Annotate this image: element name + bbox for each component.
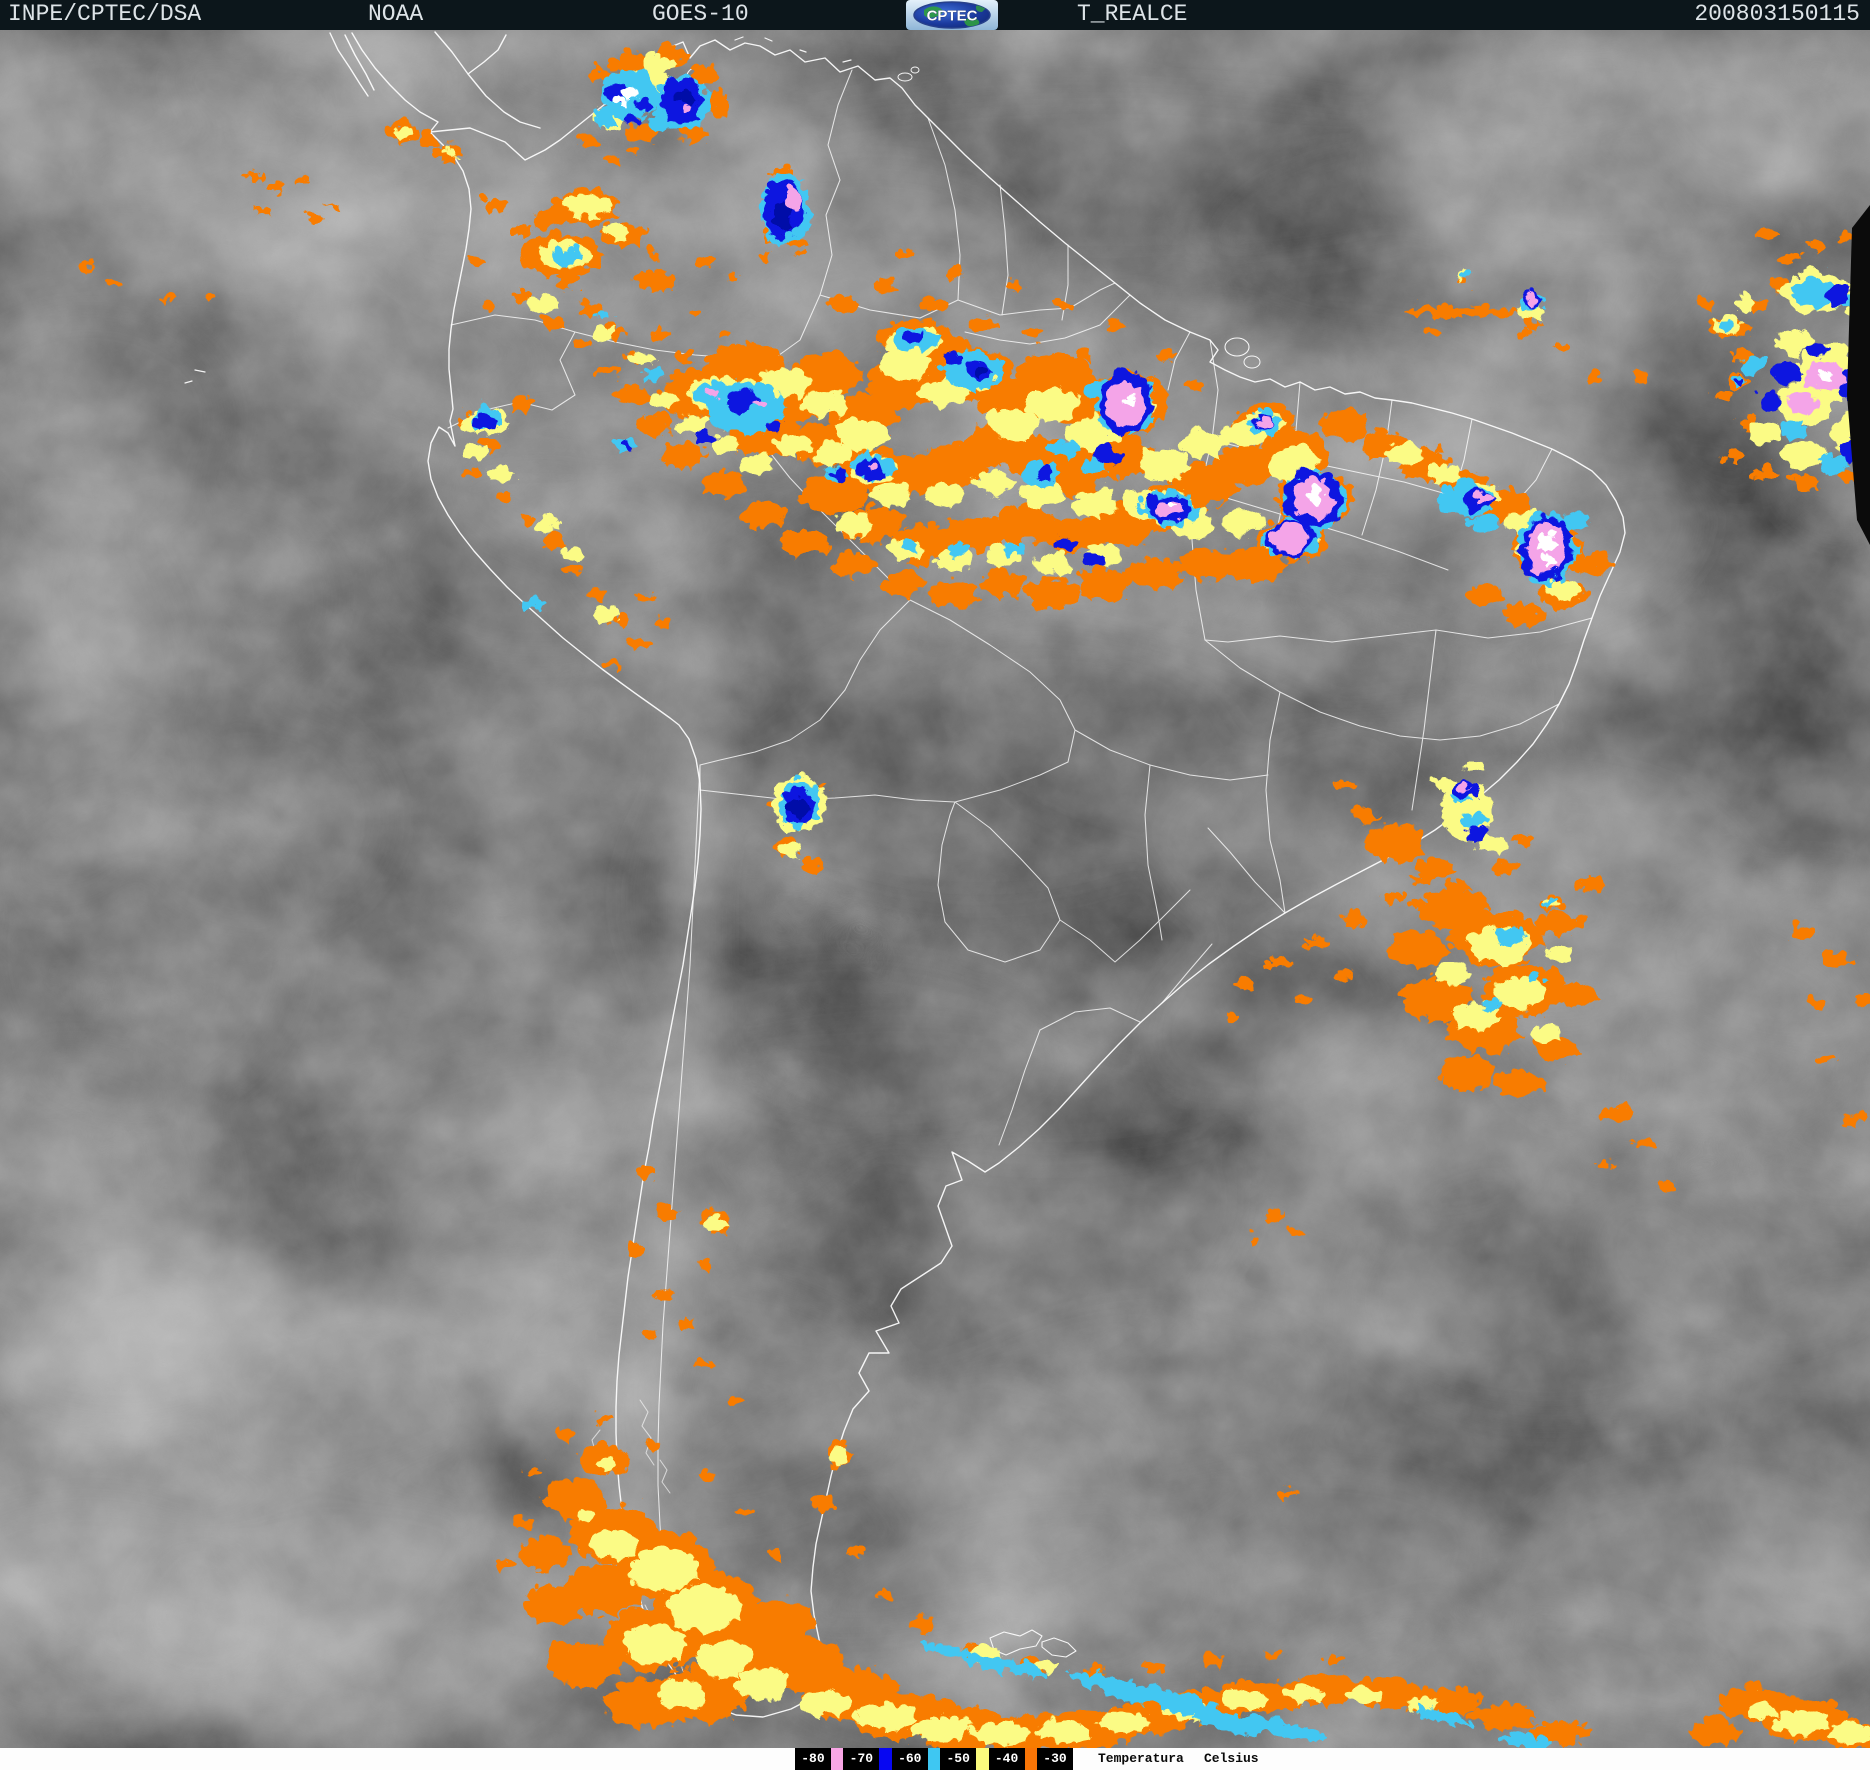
legend-swatch bbox=[927, 1748, 941, 1770]
legend-label: -40 bbox=[988, 1748, 1025, 1770]
marajo-island-outline bbox=[1224, 337, 1250, 357]
coastline-south-america bbox=[184, 31, 1626, 1718]
legend-swatch bbox=[976, 1748, 989, 1770]
product-label: T_REALCE bbox=[1077, 1, 1188, 27]
temperature-legend: -80 -70 -60 -50 -40 -30 bbox=[795, 1748, 1073, 1770]
legend-swatch bbox=[830, 1748, 844, 1770]
storm-cells-white bbox=[613, 81, 1828, 562]
legend-swatch bbox=[1024, 1748, 1038, 1770]
datetime-label: 200803150115 bbox=[1694, 1, 1860, 27]
legend-label: -70 bbox=[843, 1748, 880, 1770]
cloud-grain-texture bbox=[0, 30, 1870, 1748]
satellite-image bbox=[0, 30, 1870, 1748]
agency-label: NOAA bbox=[368, 1, 424, 27]
legend-label: -80 bbox=[795, 1748, 831, 1770]
small-islands bbox=[184, 36, 852, 384]
coastline-central-america bbox=[351, 32, 439, 133]
scan-data-gap bbox=[1847, 205, 1870, 545]
storm-cells-layer bbox=[76, 43, 1870, 1748]
legend-label: -50 bbox=[940, 1748, 977, 1770]
footer-bar: -80 -70 -60 -50 -40 -30 Temperatura Celsius bbox=[0, 1748, 1870, 1770]
temperature-label: Temperatura bbox=[1098, 1751, 1184, 1766]
celsius-label: Celsius bbox=[1204, 1751, 1259, 1766]
legend-label: -60 bbox=[891, 1748, 928, 1770]
cptec-logo-text: CPTEC bbox=[927, 8, 978, 25]
storm-cells-navy bbox=[673, 84, 1860, 814]
falkland-islands-outline bbox=[989, 1629, 1043, 1656]
legend-label: -30 bbox=[1037, 1748, 1073, 1770]
satellite-label: GOES-10 bbox=[652, 1, 749, 27]
trinidad-outline bbox=[897, 72, 913, 82]
cptec-logo: CPTEC bbox=[906, 0, 998, 30]
header-bar: INPE/CPTEC/DSA NOAA GOES-10 bbox=[0, 0, 1870, 30]
source-label: INPE/CPTEC/DSA bbox=[8, 1, 202, 27]
legend-swatch bbox=[879, 1748, 892, 1770]
